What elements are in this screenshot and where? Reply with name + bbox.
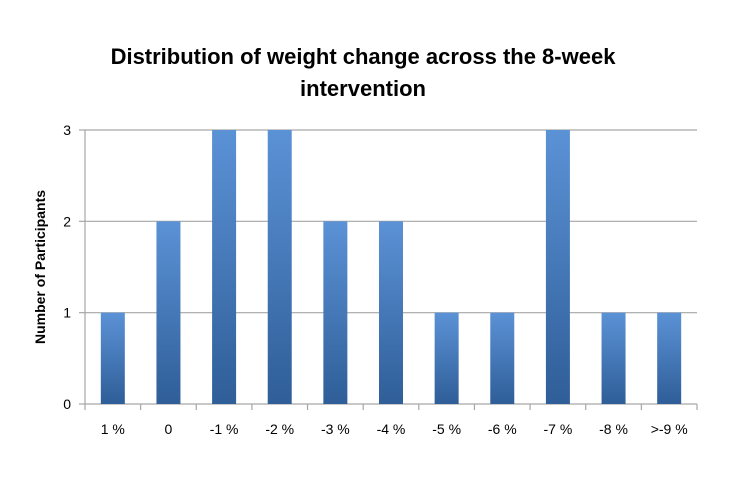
x-tick-label: -3 % [321,421,350,437]
x-tick-label: -7 % [544,421,573,437]
x-tick-label: -5 % [432,421,461,437]
y-axis-label: Number of Participants [32,190,48,344]
bar-4 [323,221,348,404]
chart-title-line-1: Distribution of weight change across the… [111,44,617,69]
chart-title-line-2: intervention [300,76,426,101]
bar-5 [379,221,403,404]
bar-8 [545,130,570,404]
x-tick-label: 0 [165,421,173,437]
y-tick-label: 1 [63,305,71,321]
bar-2 [212,130,237,404]
bars [100,130,682,404]
bar-6 [434,312,459,404]
x-tick-label: -6 % [488,421,517,437]
bar-9 [601,312,626,404]
bar-1 [156,221,181,404]
bar-10 [657,312,682,404]
x-tick-label: -4 % [377,421,406,437]
bar-7 [490,312,515,404]
x-tick-label: -8 % [599,421,628,437]
x-tick-label: -1 % [210,421,239,437]
x-tick-label: >-9 % [651,421,688,437]
y-tick-label: 2 [63,213,71,229]
bar-0 [100,312,125,404]
y-tick-label: 0 [63,396,71,412]
y-tick-label: 3 [63,122,71,138]
bar-3 [267,130,292,404]
x-tick-label: 1 % [101,421,125,437]
x-tick-label: -2 % [265,421,294,437]
y-tick-labels: 0 1 2 3 [63,122,71,412]
x-tick-labels: 1 % 0 -1 % -2 % -3 % -4 % -5 % -6 % -7 % -8 % >-9 … [101,421,688,437]
